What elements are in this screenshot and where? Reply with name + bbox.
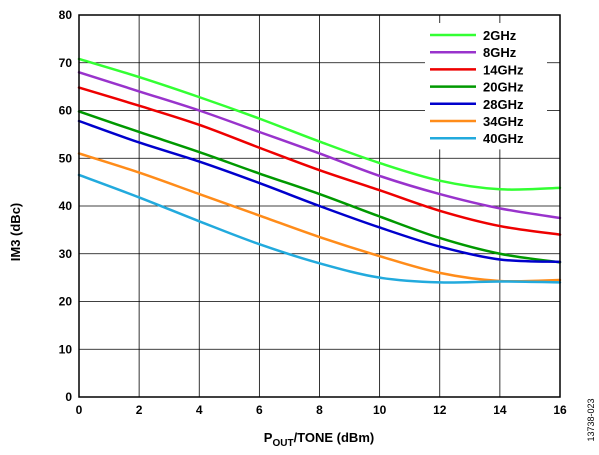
x-axis-label-rest: /TONE (dBm) [294,430,375,445]
y-tick-label: 70 [59,56,73,70]
y-tick-label: 20 [59,295,73,309]
legend-label: 8GHz [483,45,517,60]
y-tick-label: 30 [59,247,73,261]
legend-label: 28GHz [483,97,524,112]
legend-label: 20GHz [483,80,524,95]
x-tick-label: 16 [553,403,567,417]
x-tick-label: 10 [373,403,387,417]
series-line-8ghz [77,71,562,220]
plot-frame [78,14,561,398]
y-tick-label: 50 [59,151,73,165]
legend: 2GHz 8GHz 14GHz 20GHz 28GHz 34GHz 40GHz [425,23,547,150]
legend-label: 2GHz [483,28,517,43]
series-line-40ghz [77,173,562,284]
x-tick-label: 6 [256,403,263,417]
y-tick-label: 80 [59,8,73,22]
series-lines [77,57,562,284]
tick-labels: 0 2 4 6 8 10 12 14 16 0 10 20 30 40 50 60 70 80 [59,8,567,417]
x-tick-label: 8 [316,403,323,417]
series-line-28ghz [77,119,562,264]
series-line-2ghz [77,57,562,191]
x-tick-label: 12 [433,403,447,417]
legend-label: 40GHz [483,131,524,146]
x-tick-label: 14 [493,403,507,417]
y-tick-label: 0 [65,390,72,404]
legend-label: 34GHz [483,114,524,129]
series-line-34ghz [77,152,562,283]
x-tick-label: 4 [196,403,203,417]
x-axis-label: POUT/TONE (dBm) [264,430,374,449]
x-tick-label: 0 [76,403,83,417]
y-axis-label: IM3 (dBc) [8,203,23,262]
series-line-14ghz [77,86,562,236]
x-axis-label-main: P [264,430,273,445]
x-tick-label: 2 [136,403,143,417]
x-axis-label-subscript: OUT [272,438,293,449]
figure-id: 13738-023 [586,398,596,441]
y-tick-label: 10 [59,342,73,356]
y-tick-label: 60 [59,104,73,118]
y-tick-label: 40 [59,199,73,213]
legend-label: 14GHz [483,62,524,77]
series-line-20ghz [77,110,562,264]
